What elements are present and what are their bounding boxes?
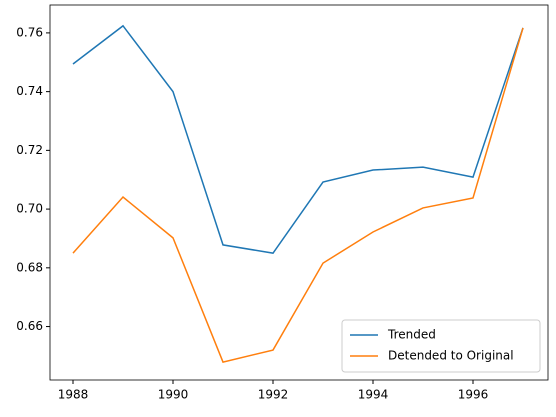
x-tick-label: 1988: [58, 388, 89, 402]
legend-box: [341, 319, 541, 373]
y-tick-label: 0.66: [16, 319, 43, 333]
y-tick-label: 0.68: [16, 260, 43, 274]
x-tick-label: 1990: [158, 388, 189, 402]
legend-label: Trended: [387, 328, 436, 342]
x-tick-label: 1992: [258, 388, 289, 402]
x-tick-label: 1996: [458, 388, 489, 402]
series-line: [72, 27, 524, 363]
series-line: [72, 24, 524, 254]
y-tick-label: 0.72: [16, 143, 43, 157]
y-tick-label: 0.74: [16, 84, 43, 98]
y-tick-label: 0.76: [16, 25, 43, 39]
plot-frame: [49, 4, 549, 381]
y-tick-label: 0.70: [16, 202, 43, 216]
legend-label: Detended to Original: [388, 349, 514, 363]
x-tick-label: 1994: [358, 388, 389, 402]
